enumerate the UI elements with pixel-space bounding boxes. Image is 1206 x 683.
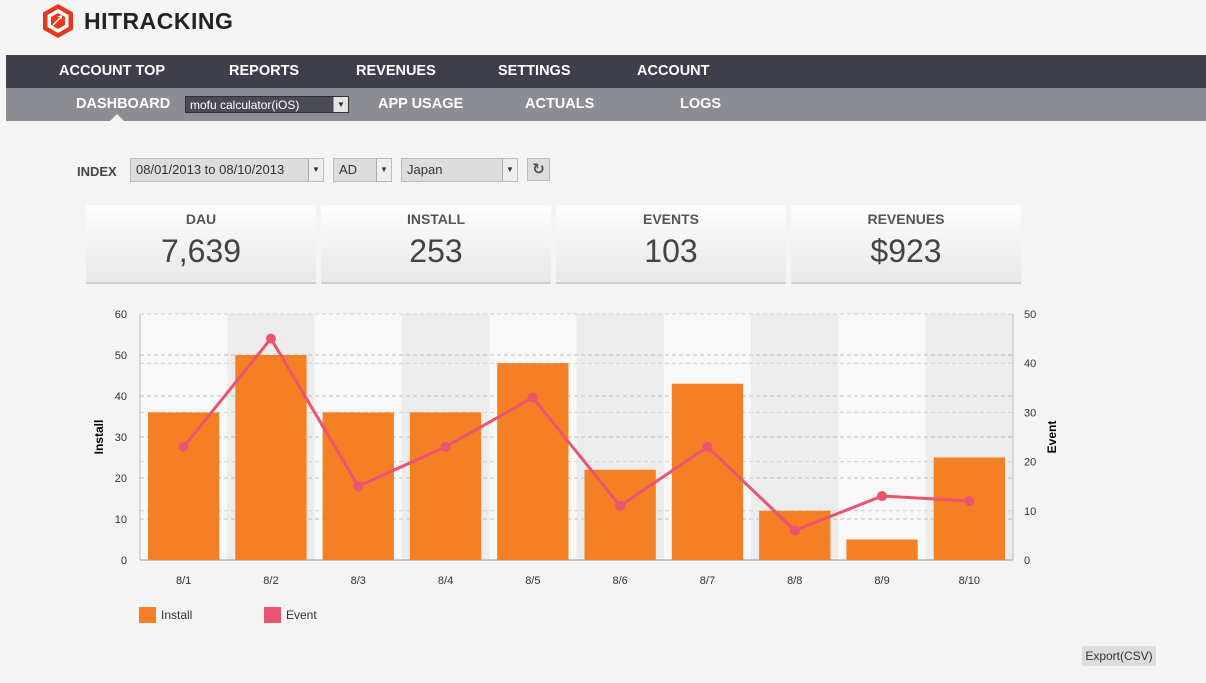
main-nav: ACCOUNT TOP REPORTS REVENUES SETTINGS AC…	[6, 55, 1206, 88]
refresh-icon: ↻	[532, 161, 545, 178]
sub-nav: DASHBOARD mofu calculator(iOS) ▼ APP USA…	[6, 88, 1206, 121]
y-tick-label: 10	[115, 514, 127, 526]
y-tick-label: 20	[115, 473, 127, 485]
event-point	[440, 441, 451, 452]
active-tab-indicator	[110, 114, 124, 121]
legend-label: Install	[161, 608, 193, 622]
y-axis-title: Install	[92, 420, 106, 455]
install-bar	[235, 355, 307, 560]
kpi-value: 7,639	[160, 233, 242, 269]
kpi-label: INSTALL	[406, 211, 466, 227]
x-tick-label: 8/6	[613, 575, 628, 587]
logo[interactable]: HITRACKING	[42, 3, 233, 39]
y2-tick-label: 50	[1024, 309, 1036, 321]
subnav-dashboard[interactable]: DASHBOARD	[76, 96, 171, 112]
date-range-select[interactable]: 08/01/2013 to 08/10/2013 ▼	[130, 158, 324, 182]
install-bar	[933, 457, 1005, 560]
country-value: Japan	[407, 162, 443, 177]
y-tick-label: 50	[115, 350, 127, 362]
type-value: AD	[339, 162, 358, 177]
install-bar	[584, 469, 656, 560]
chevron-down-icon: ▼	[376, 159, 391, 181]
nav-revenues[interactable]: REVENUES	[356, 63, 436, 79]
kpi-value: 103	[644, 233, 698, 269]
event-point	[353, 481, 364, 492]
x-tick-label: 8/9	[874, 575, 889, 587]
logo-icon	[43, 4, 73, 38]
country-select[interactable]: Japan ▼	[401, 158, 518, 182]
chevron-down-icon: ▼	[502, 159, 517, 181]
kpi-card-dau: DAU 7,639	[86, 205, 316, 284]
x-tick-label: 8/5	[525, 575, 540, 587]
event-point	[527, 392, 538, 403]
x-tick-label: 8/2	[263, 575, 278, 587]
y-tick-label: 30	[115, 432, 127, 444]
type-select[interactable]: AD ▼	[333, 158, 392, 182]
nav-account-top[interactable]: ACCOUNT TOP	[59, 63, 166, 79]
install-bar	[671, 383, 744, 560]
y2-tick-label: 40	[1024, 358, 1036, 370]
app-select[interactable]: mofu calculator(iOS) ▼	[185, 96, 349, 113]
event-point	[615, 500, 626, 511]
subnav-app-usage[interactable]: APP USAGE	[378, 96, 464, 112]
x-tick-label: 8/10	[959, 575, 980, 587]
app-select-value: mofu calculator(iOS)	[190, 98, 300, 112]
y2-tick-label: 10	[1024, 506, 1036, 518]
date-range-value: 08/01/2013 to 08/10/2013	[136, 162, 285, 177]
subnav-actuals[interactable]: ACTUALS	[525, 96, 595, 112]
event-point	[178, 441, 189, 452]
kpi-card-revenues: REVENUES $923	[791, 205, 1021, 284]
kpi-value: $923	[870, 233, 942, 269]
subnav-logs[interactable]: LOGS	[680, 96, 722, 112]
kpi-value: 253	[409, 233, 463, 269]
x-tick-label: 8/3	[351, 575, 366, 587]
kpi-label: REVENUES	[867, 211, 945, 227]
y-tick-label: 0	[121, 555, 127, 567]
nav-reports[interactable]: REPORTS	[229, 63, 300, 79]
chevron-down-icon: ▼	[333, 97, 348, 112]
x-tick-label: 8/8	[787, 575, 802, 587]
kpi-card-install: INSTALL 253	[321, 205, 551, 284]
install-bar	[148, 412, 220, 560]
kpi-label: EVENTS	[642, 211, 699, 227]
export-csv-button[interactable]: Export(CSV)	[1082, 646, 1156, 666]
event-point	[265, 333, 276, 344]
event-line	[182, 337, 970, 532]
install-bar	[409, 412, 482, 560]
legend-event[interactable]: Event	[264, 607, 317, 623]
legend-label: Event	[286, 608, 317, 622]
x-tick-label: 8/1	[176, 575, 191, 587]
x-tick-label: 8/7	[700, 575, 715, 587]
event-point	[702, 441, 713, 452]
event-point	[964, 495, 975, 506]
kpi-label: DAU	[185, 211, 217, 227]
index-label: INDEX	[77, 164, 117, 179]
y2-tick-label: 20	[1024, 457, 1036, 469]
brand-name: HITRACKING	[84, 7, 234, 34]
legend-install[interactable]: Install	[139, 607, 192, 623]
y2-tick-label: 30	[1024, 407, 1036, 419]
nav-account[interactable]: ACCOUNT	[637, 63, 710, 79]
x-tick-label: 8/4	[438, 575, 453, 587]
y2-axis-title: Event	[1045, 421, 1059, 454]
y2-tick-label: 0	[1024, 555, 1030, 567]
install-bar	[846, 539, 918, 560]
nav-settings[interactable]: SETTINGS	[498, 63, 571, 79]
refresh-button[interactable]: ↻	[527, 158, 550, 181]
event-point	[789, 525, 800, 536]
legend-swatch-event	[264, 607, 281, 623]
y-tick-label: 60	[115, 309, 127, 321]
event-point	[877, 491, 888, 502]
legend-swatch-install	[139, 607, 156, 623]
y-tick-label: 40	[115, 391, 127, 403]
kpi-card-events: EVENTS 103	[556, 205, 786, 284]
chevron-down-icon: ▼	[308, 159, 323, 181]
